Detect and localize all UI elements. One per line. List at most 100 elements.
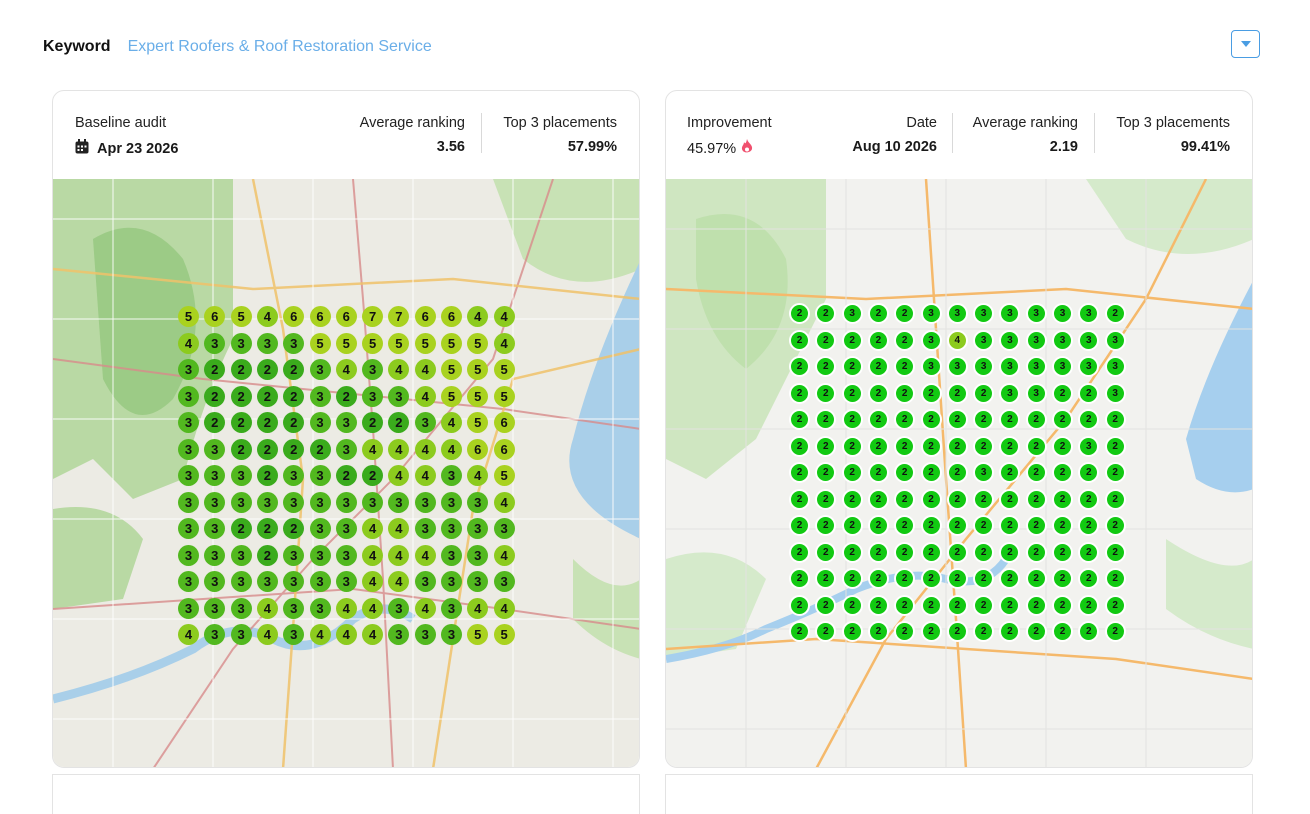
rank-pin[interactable]: 6	[441, 306, 462, 327]
rank-pin[interactable]: 2	[894, 541, 916, 563]
rank-pin[interactable]: 2	[894, 329, 916, 351]
rank-pin[interactable]: 2	[789, 568, 810, 589]
rank-pin[interactable]: 3	[467, 518, 489, 539]
rank-pin[interactable]: 2	[815, 329, 837, 351]
rank-pin[interactable]: 3	[309, 518, 331, 539]
rank-pin[interactable]: 3	[388, 385, 410, 407]
rank-pin[interactable]: 3	[467, 544, 489, 566]
rank-pin[interactable]: 2	[815, 568, 837, 589]
rank-pin[interactable]: 2	[1052, 621, 1073, 642]
rank-pin[interactable]: 5	[493, 359, 515, 380]
rank-pin[interactable]: 3	[946, 303, 968, 324]
rank-pin[interactable]: 2	[867, 382, 889, 404]
rank-pin[interactable]: 3	[973, 329, 995, 351]
rank-pin[interactable]: 3	[388, 624, 410, 645]
rank-pin[interactable]: 3	[1104, 382, 1126, 404]
rank-pin[interactable]: 2	[815, 356, 837, 377]
rank-pin[interactable]: 3	[920, 303, 942, 324]
rank-pin[interactable]: 2	[841, 621, 863, 642]
rank-pin[interactable]: 3	[973, 356, 995, 377]
rank-pin[interactable]: 4	[946, 329, 968, 351]
rank-pin[interactable]: 4	[178, 332, 199, 354]
rank-pin[interactable]: 3	[1052, 356, 1073, 377]
rank-pin[interactable]: 3	[256, 491, 278, 513]
rank-pin[interactable]: 2	[256, 544, 278, 566]
rank-pin[interactable]: 6	[493, 412, 515, 433]
rank-pin[interactable]: 3	[999, 356, 1021, 377]
rank-pin[interactable]: 3	[309, 465, 331, 486]
rank-pin[interactable]: 3	[335, 544, 357, 566]
rank-pin[interactable]: 3	[283, 544, 305, 566]
rank-pin[interactable]: 2	[999, 515, 1021, 536]
rank-pin[interactable]: 2	[256, 385, 278, 407]
rank-pin[interactable]: 2	[789, 382, 810, 404]
rank-pin[interactable]: 2	[283, 518, 305, 539]
rank-pin[interactable]: 2	[230, 518, 252, 539]
rank-pin[interactable]: 2	[335, 385, 357, 407]
rank-pin[interactable]: 2	[388, 412, 410, 433]
rank-pin[interactable]: 2	[1052, 435, 1073, 457]
rank-pin[interactable]: 3	[309, 385, 331, 407]
rank-pin[interactable]: 4	[362, 624, 384, 645]
rank-pin[interactable]: 2	[1078, 515, 1100, 536]
rank-pin[interactable]: 3	[1025, 382, 1047, 404]
rank-pin[interactable]: 5	[493, 385, 515, 407]
rank-pin[interactable]: 2	[1052, 488, 1073, 510]
rank-pin[interactable]: 3	[256, 332, 278, 354]
rank-pin[interactable]: 2	[894, 435, 916, 457]
rank-pin[interactable]: 2	[789, 303, 810, 324]
rank-pin[interactable]: 2	[1052, 515, 1073, 536]
rank-pin[interactable]: 2	[1025, 541, 1047, 563]
rank-pin[interactable]: 6	[493, 438, 515, 460]
rank-pin[interactable]: 2	[973, 409, 995, 430]
rank-pin[interactable]: 2	[920, 409, 942, 430]
rank-pin[interactable]: 2	[894, 488, 916, 510]
rank-pin[interactable]: 2	[920, 541, 942, 563]
rank-pin[interactable]: 3	[388, 491, 410, 513]
rank-pin[interactable]: 3	[283, 491, 305, 513]
rank-pin[interactable]: 2	[256, 518, 278, 539]
rank-pin[interactable]: 2	[920, 488, 942, 510]
rank-pin[interactable]: 5	[362, 332, 384, 354]
rank-pin[interactable]: 2	[1052, 568, 1073, 589]
rank-pin[interactable]: 3	[1078, 356, 1100, 377]
rank-pin[interactable]: 4	[414, 544, 436, 566]
rank-pin[interactable]: 2	[1104, 303, 1126, 324]
rank-pin[interactable]: 2	[1078, 382, 1100, 404]
keyword-value-link[interactable]: Expert Roofers & Roof Restoration Servic…	[127, 38, 432, 55]
rank-pin[interactable]: 2	[999, 488, 1021, 510]
rank-pin[interactable]: 2	[815, 409, 837, 430]
rank-pin[interactable]: 4	[493, 544, 515, 566]
rank-pin[interactable]: 2	[1104, 462, 1126, 483]
rank-pin[interactable]: 3	[335, 412, 357, 433]
rank-pin[interactable]: 3	[204, 332, 226, 354]
rank-pin[interactable]: 4	[414, 359, 436, 380]
rank-pin[interactable]: 2	[1104, 621, 1126, 642]
rank-pin[interactable]: 3	[414, 518, 436, 539]
rank-pin[interactable]: 2	[1025, 515, 1047, 536]
rank-pin[interactable]: 4	[388, 438, 410, 460]
rank-pin[interactable]: 2	[815, 382, 837, 404]
rank-pin[interactable]: 2	[894, 382, 916, 404]
rank-pin[interactable]: 3	[920, 329, 942, 351]
rank-pin[interactable]: 2	[204, 385, 226, 407]
rank-pin[interactable]: 2	[894, 621, 916, 642]
rank-pin[interactable]: 2	[867, 409, 889, 430]
rank-pin[interactable]: 2	[335, 465, 357, 486]
rank-pin[interactable]: 4	[256, 597, 278, 619]
rank-pin[interactable]: 2	[815, 488, 837, 510]
rank-pin[interactable]: 3	[178, 597, 199, 619]
rank-pin[interactable]: 3	[204, 438, 226, 460]
rank-pin[interactable]: 2	[973, 541, 995, 563]
rank-pin[interactable]: 2	[1052, 382, 1073, 404]
rank-pin[interactable]: 2	[1025, 462, 1047, 483]
rank-pin[interactable]: 3	[309, 544, 331, 566]
rank-pin[interactable]: 2	[1025, 409, 1047, 430]
rank-pin[interactable]: 3	[388, 597, 410, 619]
rank-pin[interactable]: 3	[467, 491, 489, 513]
rank-pin[interactable]: 3	[441, 571, 462, 592]
rank-pin[interactable]: 3	[178, 571, 199, 592]
rank-pin[interactable]: 4	[414, 438, 436, 460]
rank-pin[interactable]: 3	[362, 491, 384, 513]
rank-pin[interactable]: 2	[230, 438, 252, 460]
